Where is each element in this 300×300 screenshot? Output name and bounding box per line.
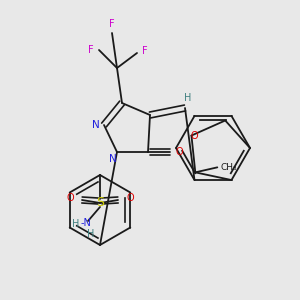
Text: F: F xyxy=(109,19,115,29)
Text: O: O xyxy=(66,193,74,203)
Text: O: O xyxy=(126,193,134,203)
Text: H: H xyxy=(72,219,80,229)
Text: S: S xyxy=(96,196,104,209)
Text: N: N xyxy=(109,154,117,164)
Text: O: O xyxy=(175,147,183,157)
Text: N: N xyxy=(92,120,100,130)
Text: F: F xyxy=(142,46,148,56)
Text: H: H xyxy=(184,93,192,103)
Text: O: O xyxy=(190,130,198,141)
Text: F: F xyxy=(88,45,94,55)
Text: -N: -N xyxy=(81,218,92,228)
Text: CH₃: CH₃ xyxy=(221,163,238,172)
Text: H: H xyxy=(87,229,95,239)
